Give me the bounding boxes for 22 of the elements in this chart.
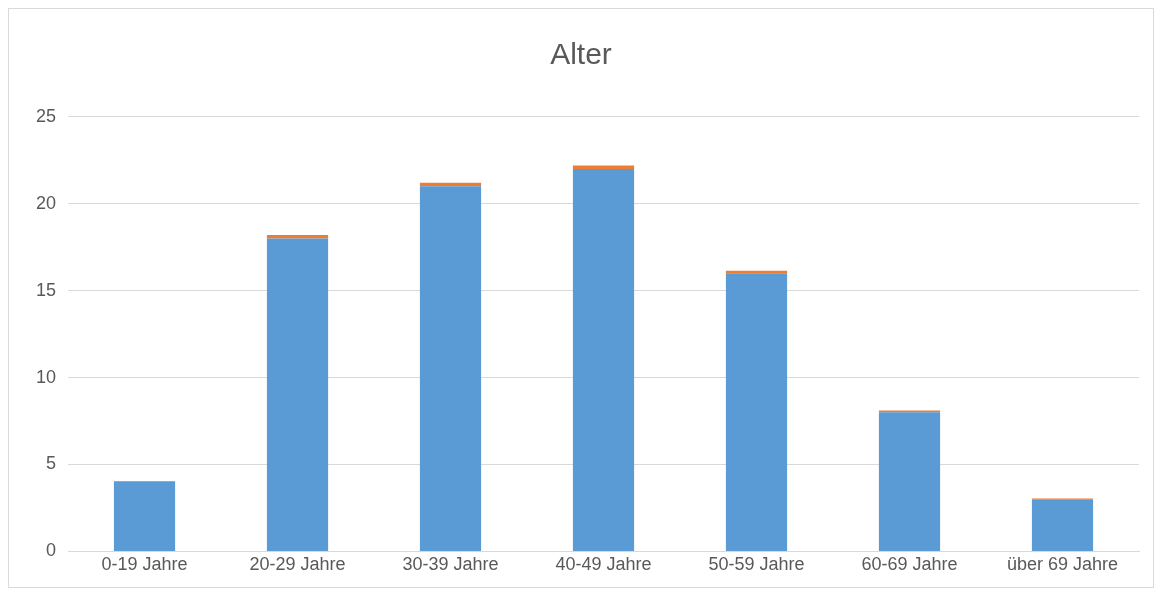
x-tick-label: 0-19 Jahre [101,554,188,575]
bar [725,273,788,551]
bar [113,481,176,551]
x-tick-label: 40-49 Jahre [555,554,652,575]
bar [266,238,329,551]
y-tick-label: 20 [35,192,57,213]
bar [572,165,635,169]
x-tick-label: 30-39 Jahre [402,554,499,575]
bar [1031,499,1094,551]
x-tick-label: 20-29 Jahre [249,554,346,575]
bar [572,168,635,551]
bar [878,412,941,551]
y-tick-label: 0 [46,540,57,561]
y-tick-label: 15 [35,279,57,300]
x-tick-label: 60-69 Jahre [861,554,958,575]
y-tick-label: 10 [35,366,57,387]
chart-title: Alter [549,37,613,71]
x-tick-label: über 69 Jahre [1006,554,1119,575]
x-tick-label: 50-59 Jahre [708,554,805,575]
y-tick-label: 5 [46,453,57,474]
bar [419,186,482,551]
y-tick-label: 25 [35,105,57,126]
